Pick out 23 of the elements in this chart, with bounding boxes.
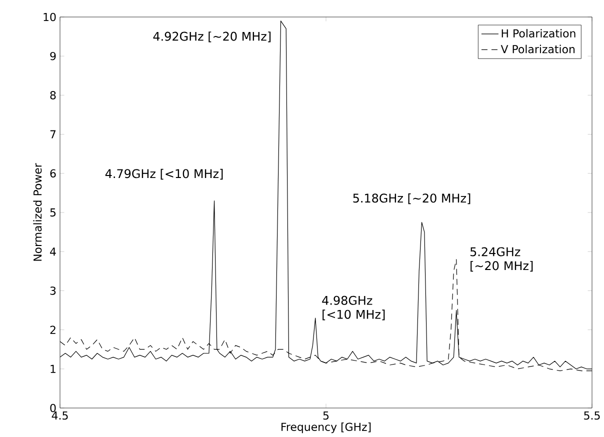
y-tick-label: 8 xyxy=(50,91,56,100)
y-tick-label: 5 xyxy=(50,208,56,217)
y-tick-label: 0 xyxy=(50,404,56,412)
annotation: 4.92GHz [~20 MHz] xyxy=(153,32,271,42)
legend-label: H Polarization xyxy=(502,29,576,38)
x-axis-title: Frequency [GHz] xyxy=(282,422,371,434)
annotation: 5.18GHz [~20 MHz] xyxy=(353,193,470,204)
annotation: 4.98GHz [<10 MHz] xyxy=(322,296,385,320)
y-tick-label: 9 xyxy=(50,52,56,60)
y-tick-label: 4 xyxy=(50,248,56,256)
y-axis-title: Normalized Power xyxy=(33,163,42,261)
x-tick-label: 5.5 xyxy=(584,412,600,420)
y-tick-label: 6 xyxy=(50,169,56,178)
y-tick-label: 1 xyxy=(50,364,56,373)
y-tick-label: 2 xyxy=(50,326,56,334)
x-tick-label: 5 xyxy=(323,412,329,420)
y-tick-label: 10 xyxy=(44,12,56,22)
legend-label: V Polarization xyxy=(500,44,575,54)
annotation: 4.79GHz [<10 MHz] xyxy=(105,168,223,180)
y-tick-label: 7 xyxy=(50,130,56,138)
annotation: 5.24GHz [~20 MHz] xyxy=(470,247,533,272)
x-tick-label: 4.5 xyxy=(52,412,68,420)
y-tick-label: 3 xyxy=(50,286,56,295)
